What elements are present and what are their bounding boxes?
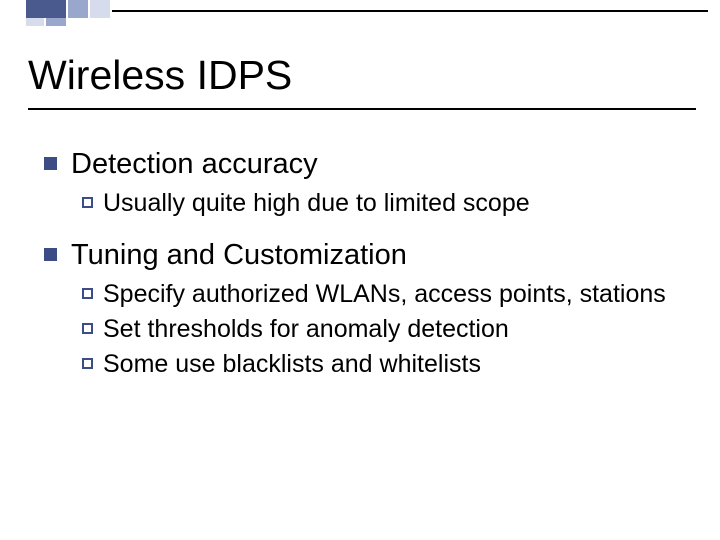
accent-top-rule: [112, 10, 708, 12]
slide-body: Detection accuracy Usually quite high du…: [44, 146, 690, 384]
bullet-level2-text: Specify authorized WLANs, access points,…: [103, 279, 666, 310]
bullet-level1-text: Tuning and Customization: [71, 237, 407, 273]
top-accent-bar: [0, 0, 720, 22]
open-square-bullet-icon: [82, 197, 93, 208]
square-bullet-icon: [44, 248, 57, 261]
slide: Wireless IDPS Detection accuracy Usually…: [0, 0, 720, 540]
open-square-bullet-icon: [82, 323, 93, 334]
title-underline: [28, 108, 696, 110]
open-square-bullet-icon: [82, 358, 93, 369]
bullet-level2: Set thresholds for anomaly detection: [82, 314, 690, 345]
bullet-level2: Specify authorized WLANs, access points,…: [82, 279, 690, 310]
spacer: [44, 223, 690, 237]
open-square-bullet-icon: [82, 288, 93, 299]
bullet-level2-text: Set thresholds for anomaly detection: [103, 314, 509, 345]
square-bullet-icon: [44, 157, 57, 170]
accent-small-light: [26, 18, 44, 26]
bullet-level1: Tuning and Customization: [44, 237, 690, 273]
accent-block-dark: [26, 0, 66, 18]
bullet-level1-text: Detection accuracy: [71, 146, 318, 182]
bullet-level2: Usually quite high due to limited scope: [82, 188, 690, 219]
accent-block-light: [90, 0, 110, 18]
bullet-level2-text: Usually quite high due to limited scope: [103, 188, 530, 219]
bullet-level1: Detection accuracy: [44, 146, 690, 182]
slide-title: Wireless IDPS: [28, 52, 292, 99]
accent-block-mid: [68, 0, 88, 18]
bullet-level2-text: Some use blacklists and whitelists: [103, 349, 481, 380]
accent-small-mid: [46, 18, 66, 26]
bullet-level2: Some use blacklists and whitelists: [82, 349, 690, 380]
